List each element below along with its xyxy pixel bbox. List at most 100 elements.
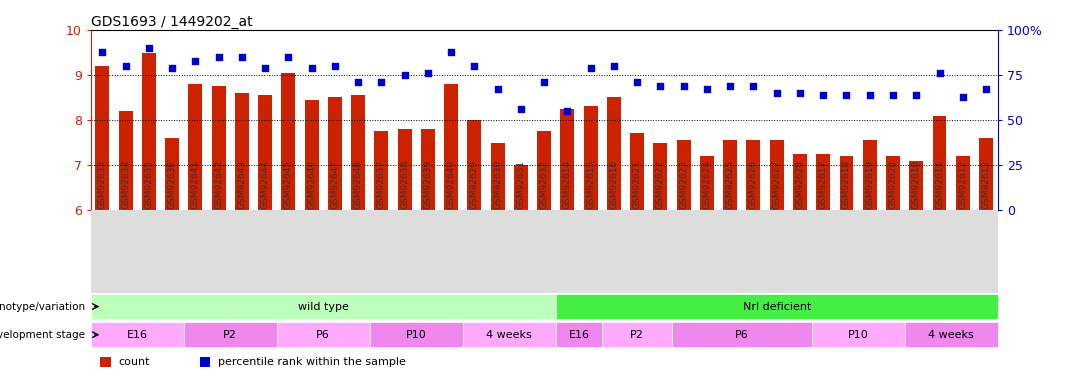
Text: P6: P6 <box>317 330 330 340</box>
Bar <box>602 322 672 347</box>
Bar <box>200 357 210 367</box>
Bar <box>100 357 111 367</box>
Point <box>94 50 111 55</box>
Bar <box>816 154 830 210</box>
Point <box>628 79 646 85</box>
Bar <box>863 140 877 210</box>
Bar <box>747 140 761 210</box>
Bar <box>189 84 203 210</box>
Bar <box>607 98 621 210</box>
Point <box>675 83 692 89</box>
Bar <box>560 109 574 210</box>
Bar <box>328 98 341 210</box>
Bar <box>909 160 923 210</box>
Point <box>838 92 855 98</box>
Bar <box>537 131 552 210</box>
Text: genotype/variation: genotype/variation <box>0 302 85 312</box>
Point <box>489 86 506 92</box>
Bar <box>514 165 528 210</box>
Bar <box>420 129 435 210</box>
Bar <box>491 142 505 210</box>
Point <box>699 86 716 92</box>
Point <box>815 92 832 98</box>
Bar <box>631 134 644 210</box>
Point <box>466 63 483 69</box>
Text: P10: P10 <box>848 330 869 340</box>
Point <box>908 92 925 98</box>
Bar <box>211 86 225 210</box>
Text: GDS1693 / 1449202_at: GDS1693 / 1449202_at <box>91 15 252 29</box>
Text: 4 weeks: 4 weeks <box>928 330 974 340</box>
Point <box>559 108 576 114</box>
Bar <box>142 53 156 210</box>
Point <box>768 90 785 96</box>
Bar <box>956 156 970 210</box>
Bar <box>282 73 296 210</box>
Point <box>977 86 994 92</box>
Text: E16: E16 <box>569 330 590 340</box>
Point <box>583 65 600 71</box>
Text: 4 weeks: 4 weeks <box>487 330 532 340</box>
Point <box>210 54 227 60</box>
Point <box>140 45 157 51</box>
Bar <box>467 120 481 210</box>
Text: P6: P6 <box>735 330 749 340</box>
Bar <box>886 156 899 210</box>
Bar <box>118 111 132 210</box>
Point <box>885 92 902 98</box>
Bar <box>933 116 946 210</box>
Bar <box>370 322 463 347</box>
Point <box>721 83 738 89</box>
Point <box>536 79 553 85</box>
Bar <box>769 140 783 210</box>
Bar <box>676 140 690 210</box>
Bar <box>463 322 556 347</box>
Bar <box>165 138 179 210</box>
Point <box>931 70 949 76</box>
Point <box>954 94 971 100</box>
Bar <box>184 322 276 347</box>
Point <box>117 63 134 69</box>
Bar <box>556 294 998 319</box>
Point <box>861 92 878 98</box>
Bar <box>653 142 668 210</box>
Point <box>163 65 180 71</box>
Text: development stage: development stage <box>0 330 85 340</box>
Text: E16: E16 <box>127 330 147 340</box>
Point <box>350 79 367 85</box>
Bar <box>375 131 388 210</box>
Point <box>372 79 389 85</box>
Point <box>256 65 273 71</box>
Bar <box>95 66 109 210</box>
Point <box>187 58 204 64</box>
Point <box>234 54 251 60</box>
Point <box>512 106 529 112</box>
Point <box>396 72 413 78</box>
Bar <box>556 322 602 347</box>
Point <box>652 83 669 89</box>
Bar <box>305 100 319 210</box>
Point <box>792 90 809 96</box>
Bar <box>444 84 458 210</box>
Bar <box>672 322 812 347</box>
Bar <box>793 154 807 210</box>
Bar <box>584 106 598 210</box>
Bar <box>91 322 184 347</box>
Bar <box>398 129 412 210</box>
Text: percentile rank within the sample: percentile rank within the sample <box>218 357 405 367</box>
Bar <box>351 95 365 210</box>
Text: count: count <box>118 357 149 367</box>
Bar <box>723 140 737 210</box>
Bar <box>235 93 249 210</box>
Text: Nrl deficient: Nrl deficient <box>743 302 811 312</box>
Point <box>443 50 460 55</box>
Bar <box>91 294 556 319</box>
Bar <box>812 322 905 347</box>
Text: P10: P10 <box>405 330 427 340</box>
Bar <box>905 322 998 347</box>
Bar <box>700 156 714 210</box>
Bar <box>840 156 854 210</box>
Bar <box>276 322 370 347</box>
Text: P2: P2 <box>631 330 644 340</box>
Text: wild type: wild type <box>298 302 349 312</box>
